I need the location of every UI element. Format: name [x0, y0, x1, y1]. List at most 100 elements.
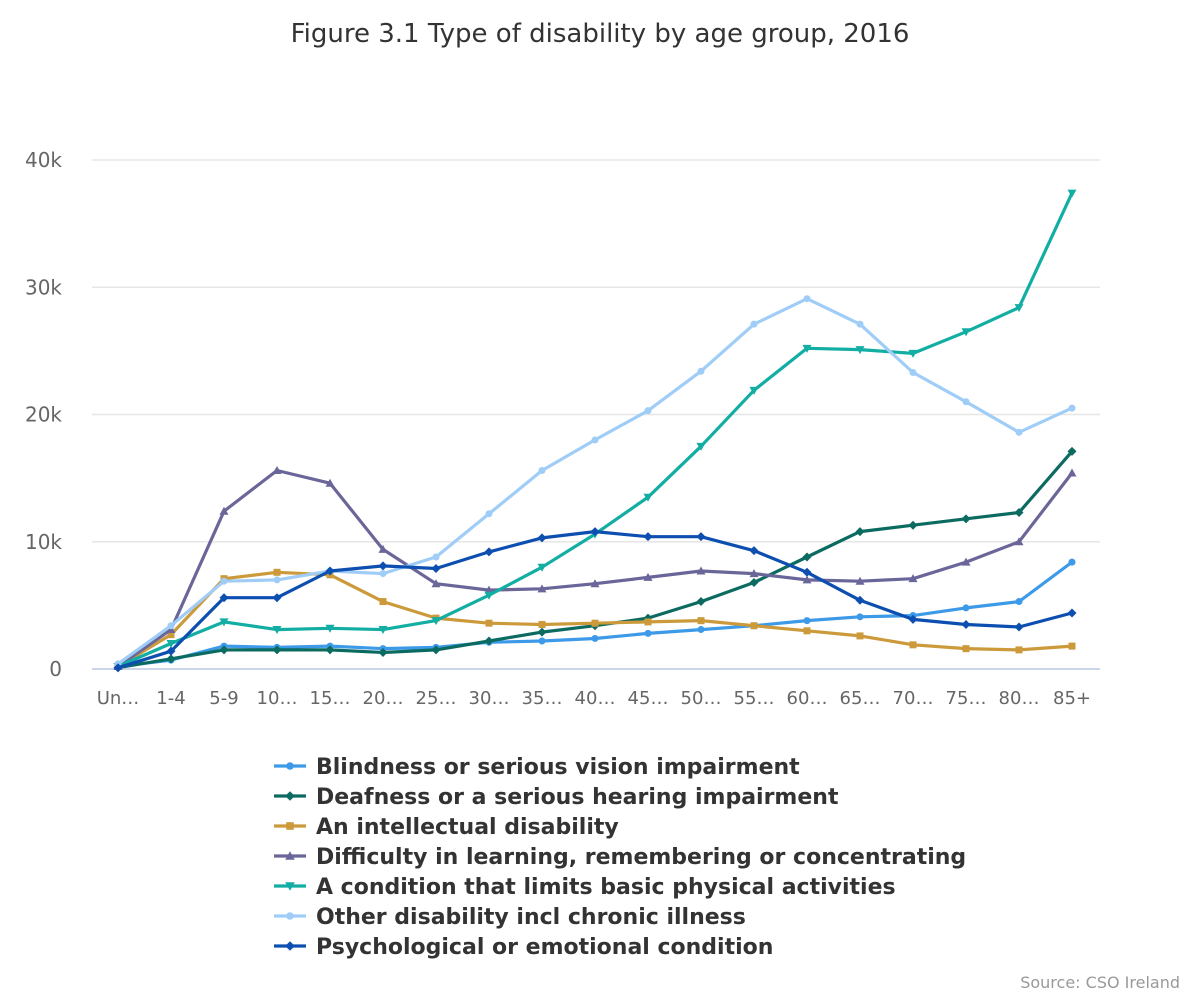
- data-point: [590, 527, 600, 537]
- data-point: [750, 320, 758, 328]
- series-line: [116, 191, 1074, 669]
- data-point: [696, 532, 706, 542]
- data-point: [1015, 428, 1023, 436]
- x-tick-label: 65…: [840, 688, 881, 709]
- data-point: [219, 593, 229, 603]
- x-tick-label: 50…: [681, 688, 722, 709]
- data-point: [167, 622, 175, 630]
- y-tick-label: 40k: [25, 148, 62, 172]
- data-point: [484, 547, 494, 557]
- data-point: [538, 620, 546, 628]
- legend-item[interactable]: Deafness or a serious hearing impairment: [274, 785, 839, 810]
- data-point: [696, 442, 706, 451]
- data-point: [802, 552, 812, 562]
- data-point: [273, 576, 281, 584]
- x-tick-label: 1-4: [156, 688, 185, 709]
- legend-label: Other disability incl chronic illness: [316, 905, 746, 930]
- series-lines: [113, 189, 1077, 673]
- data-point: [484, 591, 494, 600]
- x-tick-label: 80…: [999, 688, 1040, 709]
- data-point: [802, 567, 812, 577]
- data-point: [325, 478, 335, 487]
- data-point: [962, 645, 970, 653]
- legend-item[interactable]: Blindness or serious vision impairment: [274, 755, 800, 780]
- data-point: [219, 506, 229, 515]
- data-point: [908, 574, 918, 583]
- data-point: [1015, 646, 1023, 654]
- data-point: [1068, 558, 1076, 566]
- data-point: [272, 626, 282, 635]
- y-axis-ticks: 0 10k 20k 30k 40k: [25, 148, 62, 681]
- data-point: [590, 579, 600, 588]
- gridlines: [92, 159, 1100, 670]
- data-point: [219, 618, 229, 627]
- data-point: [378, 561, 388, 571]
- legend-item[interactable]: Other disability incl chronic illness: [274, 905, 746, 930]
- data-point: [591, 634, 599, 642]
- data-point: [749, 577, 759, 587]
- data-point: [325, 566, 335, 576]
- legend-label: A condition that limits basic physical a…: [316, 875, 896, 900]
- data-point: [537, 584, 547, 593]
- x-tick-label: 15…: [310, 688, 351, 709]
- data-point: [749, 546, 759, 556]
- x-axis-ticks: Un… 1-4 5-9 10… 15… 20… 25… 30… 35… 40… 45… 50… 55… 6…: [97, 688, 1091, 709]
- data-point: [325, 645, 335, 655]
- legend-label: Blindness or serious vision impairment: [316, 755, 800, 780]
- data-point: [166, 640, 176, 649]
- data-point: [378, 544, 388, 553]
- data-point: [855, 576, 865, 585]
- data-point: [644, 618, 652, 626]
- legend-item[interactable]: An intellectual disability: [274, 815, 619, 840]
- source-credit: Source: CSO Ireland: [1020, 973, 1180, 992]
- series-6: [114, 295, 1076, 668]
- data-point: [220, 577, 228, 585]
- data-point: [1067, 446, 1077, 456]
- legend-item[interactable]: A condition that limits basic physical a…: [274, 875, 896, 900]
- data-point: [909, 641, 917, 649]
- data-point: [909, 369, 917, 377]
- x-tick-label: 5-9: [209, 688, 238, 709]
- data-point: [1014, 537, 1024, 546]
- x-tick-label: 60…: [787, 688, 828, 709]
- data-point: [537, 627, 547, 637]
- data-point: [644, 629, 652, 637]
- data-point: [286, 912, 294, 920]
- data-point: [272, 593, 282, 603]
- data-point: [485, 510, 493, 518]
- legend: Blindness or serious vision impairment De…: [274, 755, 966, 960]
- legend-label: Difficulty in learning, remembering or c…: [316, 845, 966, 870]
- data-point: [803, 295, 811, 303]
- legend-item[interactable]: Difficulty in learning, remembering or c…: [274, 845, 966, 870]
- data-point: [962, 604, 970, 612]
- x-tick-label: 10…: [257, 688, 298, 709]
- data-point: [961, 619, 971, 629]
- x-tick-label: 30…: [469, 688, 510, 709]
- data-point: [537, 533, 547, 543]
- data-point: [855, 595, 865, 605]
- data-point: [855, 346, 865, 355]
- x-tick-label: 45…: [628, 688, 669, 709]
- data-point: [1014, 304, 1024, 313]
- data-point: [697, 367, 705, 375]
- data-point: [285, 941, 295, 951]
- data-point: [431, 579, 441, 588]
- data-point: [696, 566, 706, 575]
- data-point: [378, 626, 388, 635]
- data-point: [166, 646, 176, 656]
- data-point: [485, 619, 493, 627]
- legend-label: An intellectual disability: [316, 815, 619, 840]
- data-point: [285, 851, 295, 860]
- data-point: [803, 627, 811, 635]
- series-7: [113, 527, 1077, 673]
- data-point: [484, 636, 494, 646]
- x-tick-label: 70…: [893, 688, 934, 709]
- data-point: [379, 598, 387, 606]
- data-point: [1067, 189, 1077, 198]
- data-point: [537, 563, 547, 572]
- data-point: [166, 654, 176, 664]
- data-point: [697, 617, 705, 625]
- legend-item[interactable]: Psychological or emotional condition: [274, 935, 773, 960]
